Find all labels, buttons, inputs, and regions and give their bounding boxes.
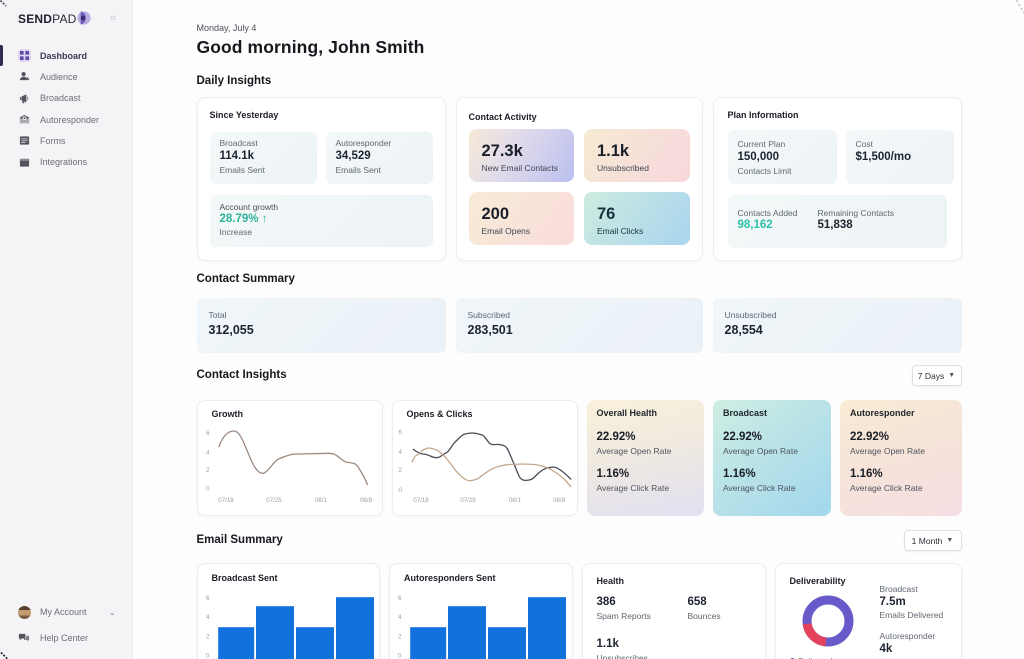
svg-text:08/1: 08/1 — [508, 497, 521, 504]
svg-text:2: 2 — [206, 633, 210, 640]
svg-text:0: 0 — [398, 487, 402, 494]
svg-text:4: 4 — [398, 449, 402, 456]
svg-text:2: 2 — [398, 467, 402, 474]
svg-text:0: 0 — [206, 486, 210, 493]
svg-text:07/18: 07/18 — [218, 497, 234, 504]
svg-text:07/25: 07/25 — [266, 497, 282, 504]
svg-text:4: 4 — [398, 614, 402, 621]
svg-text:2: 2 — [398, 633, 402, 640]
svg-text:4: 4 — [206, 450, 210, 457]
svg-text:6: 6 — [398, 595, 402, 602]
svg-text:6: 6 — [206, 595, 210, 602]
svg-text:0: 0 — [206, 653, 210, 659]
svg-text:08/8: 08/8 — [552, 497, 565, 504]
svg-text:08/1: 08/1 — [314, 497, 327, 504]
svg-text:6: 6 — [206, 430, 210, 437]
svg-text:07/29: 07/29 — [460, 497, 476, 504]
svg-text:07/18: 07/18 — [413, 497, 429, 504]
svg-text:0: 0 — [398, 653, 402, 659]
svg-text:4: 4 — [206, 614, 210, 621]
svg-text:6: 6 — [398, 429, 402, 436]
svg-text:08/8: 08/8 — [359, 497, 372, 504]
svg-text:2: 2 — [206, 467, 210, 474]
